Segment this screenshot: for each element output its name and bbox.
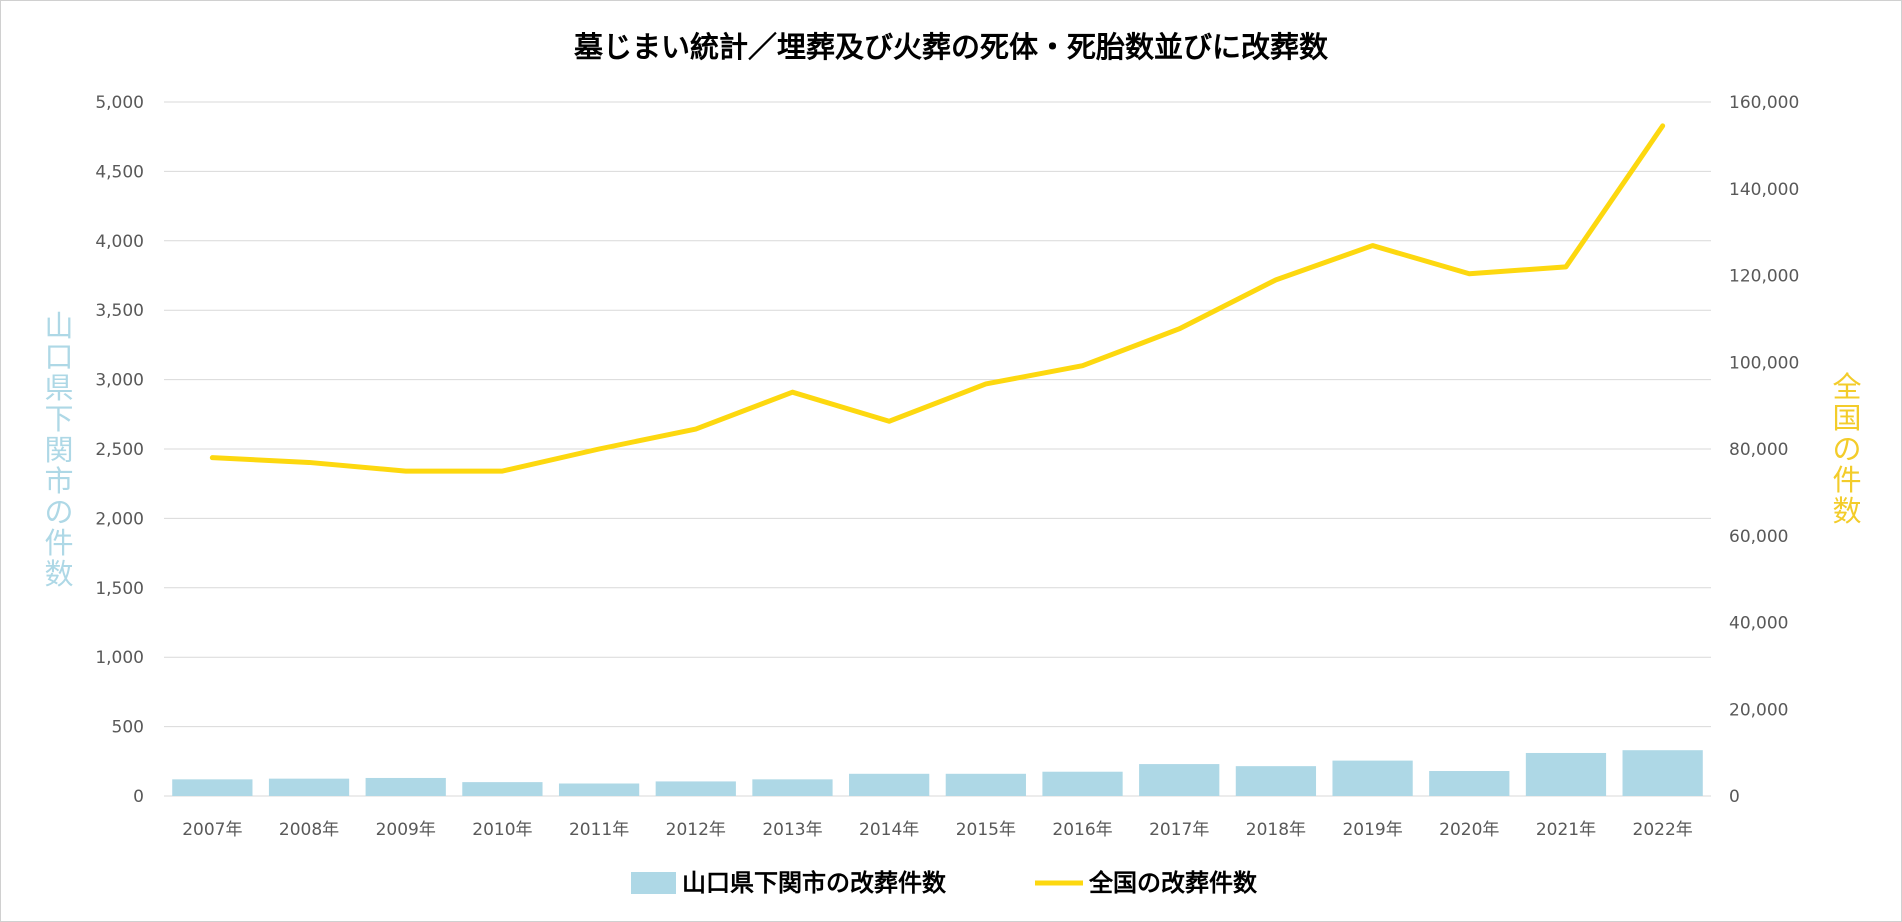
axis-title-glyph: 全	[1832, 370, 1861, 404]
y-tick-label: 2,000	[95, 509, 144, 529]
y-tick-label: 4,000	[95, 232, 144, 252]
y-tick-label: 500	[112, 718, 144, 738]
y2-tick-label: 0	[1729, 787, 1740, 807]
legend-line-label: 全国の改葬件数	[1088, 869, 1258, 897]
bar	[172, 779, 253, 796]
bar	[558, 783, 640, 796]
y2-tick-label: 40,000	[1729, 614, 1788, 634]
bar	[1525, 752, 1607, 796]
x-tick-label: 2011年	[569, 820, 629, 840]
legend-bar-swatch	[631, 872, 676, 894]
y2-tick-label: 140,000	[1729, 180, 1799, 200]
legend-bar-label: 山口県下関市の改葬件数	[682, 869, 947, 897]
bar	[462, 782, 543, 796]
x-tick-label: 2012年	[666, 820, 726, 840]
y-tick-label: 2,500	[95, 440, 144, 460]
bar	[1139, 764, 1220, 796]
x-tick-label: 2009年	[376, 820, 436, 840]
y-tick-label: 1,000	[95, 648, 144, 668]
bar	[849, 773, 930, 796]
right-axis-ticks: 0 20,000 40,000 60,000 80,000 100,000 120,000 1…	[1729, 93, 1799, 807]
y-tick-label: 0	[133, 787, 144, 807]
x-tick-label: 2022年	[1633, 820, 1693, 840]
axis-title-glyph: 国	[1832, 401, 1861, 435]
axis-title-glyph: 件	[1832, 463, 1861, 497]
y-tick-label: 3,500	[95, 301, 144, 321]
bar-series	[172, 750, 1703, 796]
grid-lines	[164, 101, 1711, 797]
x-axis-ticks: 2007年 2008年 2009年 2010年 2011年 2012年 2013年 2014年…	[182, 820, 1693, 840]
y-tick-label: 5,000	[95, 93, 144, 113]
legend: 山口県下関市の改葬件数 全国の改葬件数	[631, 869, 1258, 897]
x-tick-label: 2013年	[762, 820, 822, 840]
y2-tick-label: 160,000	[1729, 93, 1799, 113]
y2-tick-label: 80,000	[1729, 440, 1788, 460]
axis-title-glyph: 数	[1832, 494, 1861, 528]
bar	[1042, 771, 1123, 796]
x-tick-label: 2008年	[279, 820, 339, 840]
x-tick-label: 2007年	[182, 820, 242, 840]
x-tick-label: 2014年	[859, 820, 919, 840]
y-tick-label: 1,500	[95, 579, 144, 599]
bar	[945, 773, 1026, 796]
axis-title-glyph: 口	[44, 340, 73, 374]
line-series	[209, 123, 1666, 474]
axis-title-glyph: 関	[44, 433, 73, 467]
chart-title: 墓じまい統計／埋葬及び火葬の死体・死胎数並びに改葬数	[573, 30, 1329, 64]
line-series-path	[209, 123, 1666, 474]
bar	[655, 781, 736, 796]
bar	[1429, 771, 1510, 796]
axis-title-glyph: の	[1832, 432, 1861, 466]
y2-tick-label: 20,000	[1729, 700, 1788, 720]
axis-title-glyph: 県	[44, 371, 73, 405]
bar	[365, 777, 446, 796]
x-tick-label: 2020年	[1439, 820, 1499, 840]
y2-tick-label: 120,000	[1729, 267, 1799, 287]
bar	[752, 779, 833, 796]
y2-tick-label: 60,000	[1729, 527, 1788, 547]
axis-title-glyph: 件	[44, 526, 73, 560]
axis-title-glyph: 数	[44, 557, 73, 591]
x-tick-label: 2017年	[1149, 820, 1209, 840]
x-tick-label: 2019年	[1342, 820, 1402, 840]
bar	[1332, 760, 1413, 796]
y-tick-label: 4,500	[95, 162, 144, 182]
y-tick-label: 3,000	[95, 371, 144, 391]
y2-tick-label: 100,000	[1729, 353, 1799, 373]
x-tick-label: 2015年	[956, 820, 1016, 840]
x-tick-label: 2018年	[1246, 820, 1306, 840]
x-tick-label: 2021年	[1536, 820, 1596, 840]
bar	[268, 778, 350, 796]
axis-title-glyph: 下	[44, 402, 73, 436]
x-tick-label: 2010年	[472, 820, 532, 840]
axis-title-glyph: の	[44, 495, 73, 529]
bar	[1622, 750, 1703, 796]
x-tick-label: 2016年	[1052, 820, 1112, 840]
axis-title-glyph: 山	[44, 309, 73, 343]
left-axis-ticks: 0 500 1,000 1,500 2,000 2,500 3,000 3,500 4,000 4…	[95, 93, 144, 807]
axis-title-glyph: 市	[44, 464, 73, 498]
bar	[1235, 766, 1317, 796]
